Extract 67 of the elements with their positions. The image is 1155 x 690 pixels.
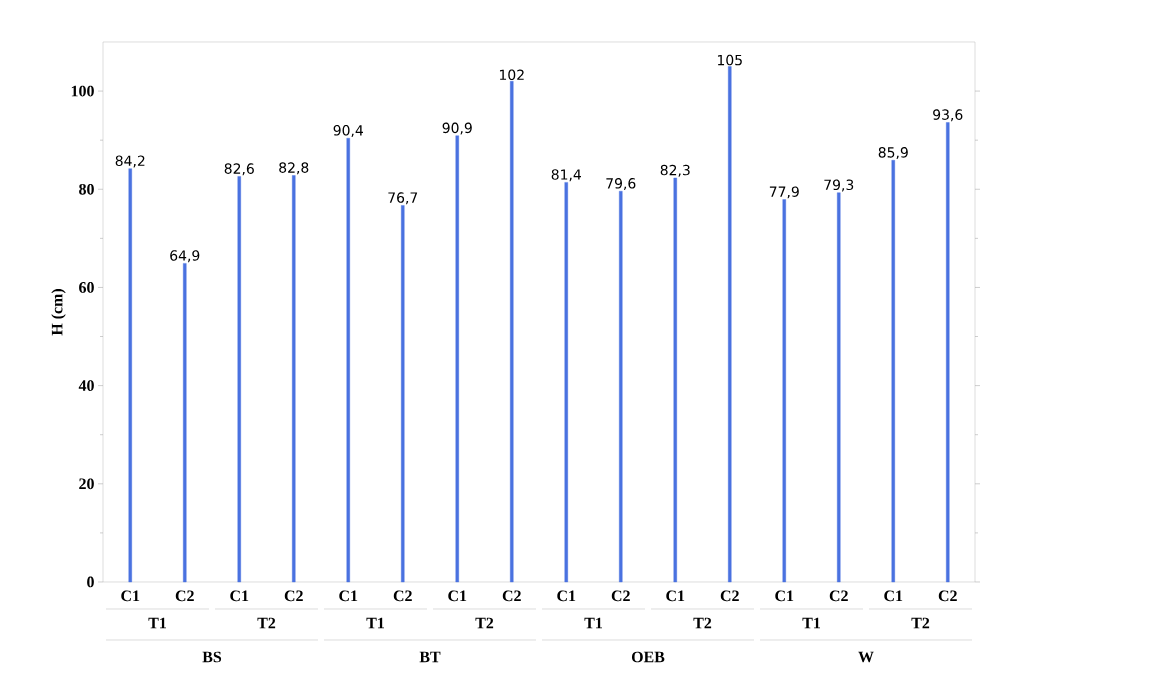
text: T2 [693,617,712,629]
x-tick-label: C1 [775,590,794,602]
text: T1 [802,617,820,629]
bar [673,177,677,583]
text: W [858,651,874,663]
x-tick-label: C2 [611,590,630,602]
bar [837,192,841,583]
y-axis-title: H (cm) [51,289,66,336]
x-tick-label: C1 [884,590,903,602]
data-label: 84,2 [115,155,145,168]
x-tick-label: C1 [666,590,685,602]
y-tick-label: 80 [79,183,94,195]
data-label: 102 [499,69,524,81]
y-tick-label: 100 [71,85,94,97]
text: T1 [366,617,384,629]
x-tick-label: C2 [938,590,957,602]
data-label: 79,3 [824,179,854,192]
text: T2 [257,617,276,629]
x-tick-label: C1 [121,590,140,602]
bar [401,205,405,583]
x-tick-label: C2 [720,590,739,602]
text: BT [419,651,441,663]
x-tick-label: C2 [829,590,848,602]
bar [619,191,623,583]
data-label: 79,6 [606,178,636,191]
bar [128,168,132,583]
x-tick-label: C2 [175,590,194,602]
bar [237,176,241,583]
y-tick-label: 0 [87,576,94,588]
bar [728,66,732,583]
y-tick-label: 60 [79,282,94,293]
y-tick-label: 20 [79,478,94,490]
x-tick-label: C1 [339,590,358,602]
x-tick-label: C1 [230,590,249,602]
x-tick-label: C1 [448,590,467,602]
data-label: 82,6 [224,163,254,176]
text: T1 [148,617,166,629]
data-label: 81,4 [551,169,581,182]
text: OEB [631,651,665,663]
bar [564,182,568,583]
data-label: 77,9 [769,186,799,199]
data-label: 64,9 [170,250,200,263]
data-label: 82,8 [279,162,309,175]
bar [891,160,895,583]
data-label: 90,4 [333,125,363,138]
bar [510,81,514,583]
bar [946,122,950,583]
data-label: 76,7 [388,192,418,205]
bar [346,138,350,583]
bar [782,199,786,583]
data-label: 90,9 [442,122,472,135]
text: T2 [475,617,494,629]
bar [455,135,459,583]
y-tick-label: 40 [78,380,94,391]
x-tick-label: C2 [502,590,521,602]
data-label: 93,6 [933,109,963,122]
data-label: 85,9 [878,147,908,160]
text: BS [202,651,222,663]
bar [292,175,296,583]
text: T1 [584,617,602,629]
data-label: 82,3 [660,164,690,177]
text: T2 [911,617,930,629]
data-label: 105 [717,54,742,66]
x-tick-label: C2 [393,590,412,602]
x-tick-label: C2 [284,590,303,602]
x-tick-label: C1 [557,590,576,602]
bar [183,263,187,583]
